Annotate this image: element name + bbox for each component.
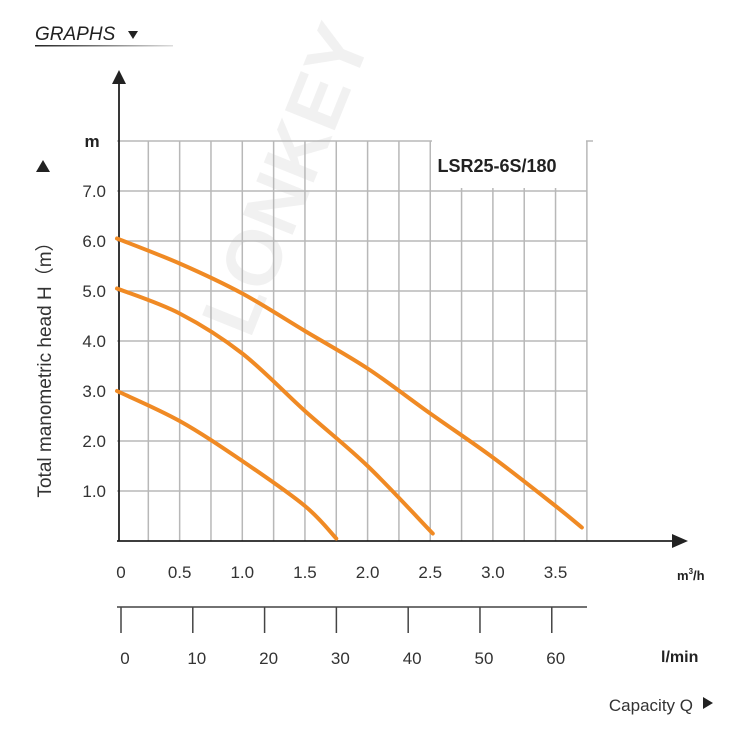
x-axis-label: Capacity Q <box>609 696 693 715</box>
watermark: LONKEY <box>184 12 387 346</box>
x2-tick-label: 60 <box>546 649 565 668</box>
legend-box <box>432 140 586 188</box>
x2-tick-label: 50 <box>475 649 494 668</box>
x2-tick-label: 30 <box>331 649 350 668</box>
legend-title: LSR25-6S/180 <box>437 156 556 176</box>
dropdown-triangle-icon[interactable] <box>128 31 138 39</box>
x-arrow-right-icon <box>703 697 713 709</box>
x-unit-label: m3/h <box>677 567 705 583</box>
y-tick-label: 1.0 <box>82 482 106 501</box>
x-tick-label: 1.0 <box>230 563 254 582</box>
x2-tick-label: 10 <box>187 649 206 668</box>
title-underline <box>35 45 173 47</box>
curve-low <box>115 389 339 541</box>
x-tick-label: 2.5 <box>418 563 442 582</box>
y-tick-label: 2.0 <box>82 432 106 451</box>
x-tick-label: 3.0 <box>481 563 505 582</box>
x2-unit-label: l/min <box>661 649 698 666</box>
x2-tick-label: 20 <box>259 649 278 668</box>
graphs-title[interactable]: GRAPHS <box>35 24 116 45</box>
y-tick-label: 4.0 <box>82 332 106 351</box>
y-arrow-up-icon <box>36 160 50 172</box>
x-tick-label: 2.0 <box>356 563 380 582</box>
curve-medium <box>115 286 435 536</box>
y-axis-label: Total manometric head H（m） <box>34 232 56 497</box>
y-unit-label: m <box>84 132 99 151</box>
y-tick-label: 3.0 <box>82 382 106 401</box>
x2-tick-label: 0 <box>120 649 129 668</box>
x-tick-label: 0.5 <box>168 563 192 582</box>
y-tick-label: 7.0 <box>82 182 106 201</box>
y-tick-label: 5.0 <box>82 282 106 301</box>
x-tick-label: 0 <box>116 563 125 582</box>
y-axis-arrow-icon <box>112 70 126 84</box>
x2-tick-label: 40 <box>403 649 422 668</box>
y-tick-label: 6.0 <box>82 232 106 251</box>
x-tick-label: 3.5 <box>544 563 568 582</box>
x-tick-label: 1.5 <box>293 563 317 582</box>
x-axis-arrow-icon <box>672 534 688 548</box>
curve-high <box>115 236 584 530</box>
